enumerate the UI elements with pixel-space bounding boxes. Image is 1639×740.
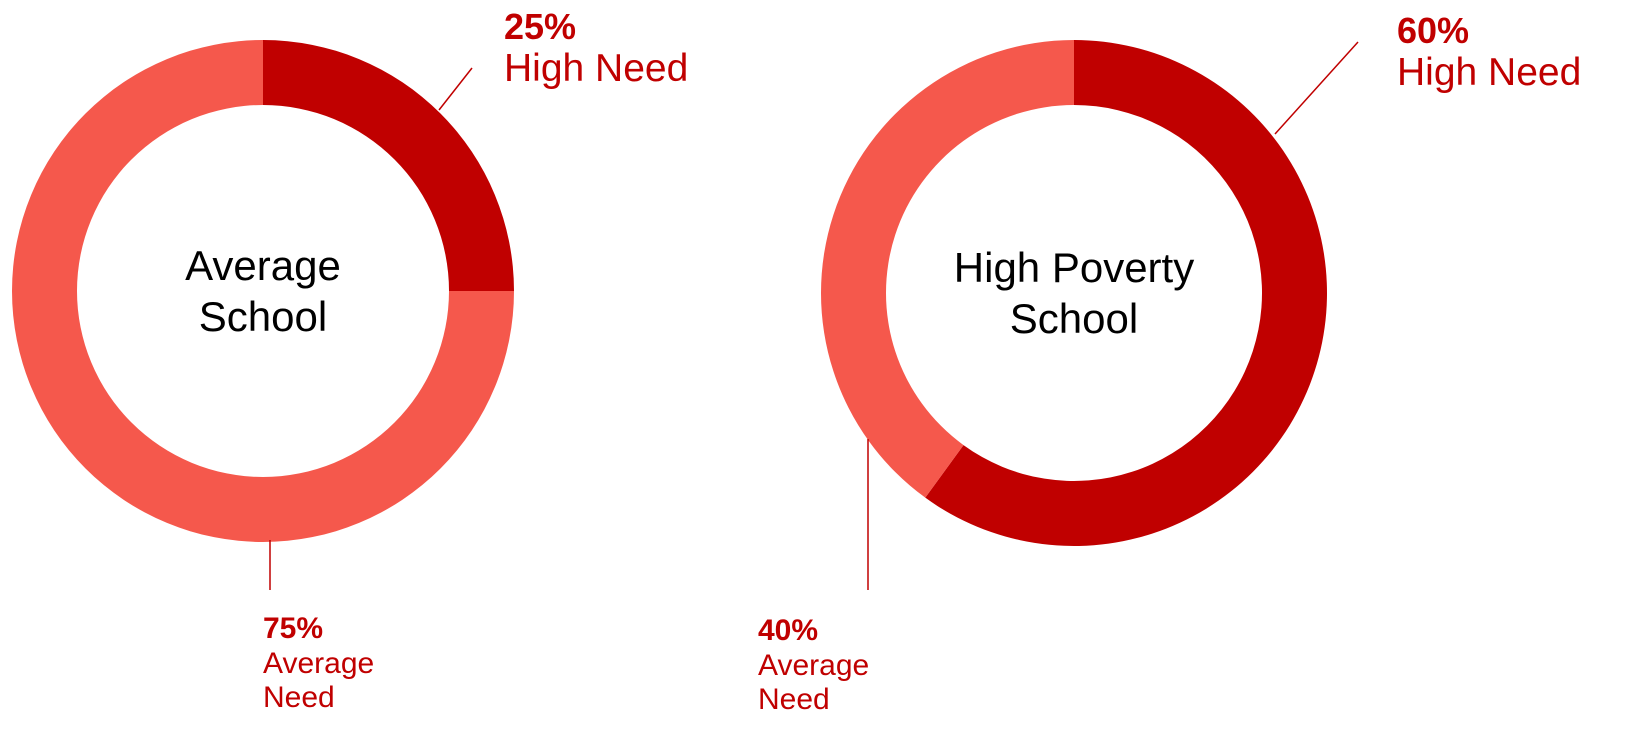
segment-label: 60% High Need: [1397, 10, 1637, 96]
category-label: High Need: [504, 47, 689, 91]
center-label: High Poverty School: [953, 243, 1195, 342]
leader-line: [438, 67, 473, 111]
segment-label: 75% Average Need: [263, 612, 413, 716]
donut-segment: [821, 40, 1074, 498]
donut-segment: [263, 40, 514, 291]
center-label: Average School: [185, 241, 341, 340]
segment-label: 25% High Need: [504, 6, 804, 92]
category-label: Average Need: [263, 646, 375, 715]
segment-label: 40% Average Need: [758, 614, 908, 718]
value-label: 25%: [504, 6, 577, 47]
value-label: 75%: [263, 612, 324, 645]
category-label: High Need: [1397, 51, 1582, 95]
leader-line: [1274, 41, 1359, 135]
value-label: 60%: [1397, 10, 1470, 51]
donut-segment: [925, 40, 1328, 546]
value-label: 40%: [758, 614, 819, 647]
category-label: Average Need: [758, 648, 870, 717]
